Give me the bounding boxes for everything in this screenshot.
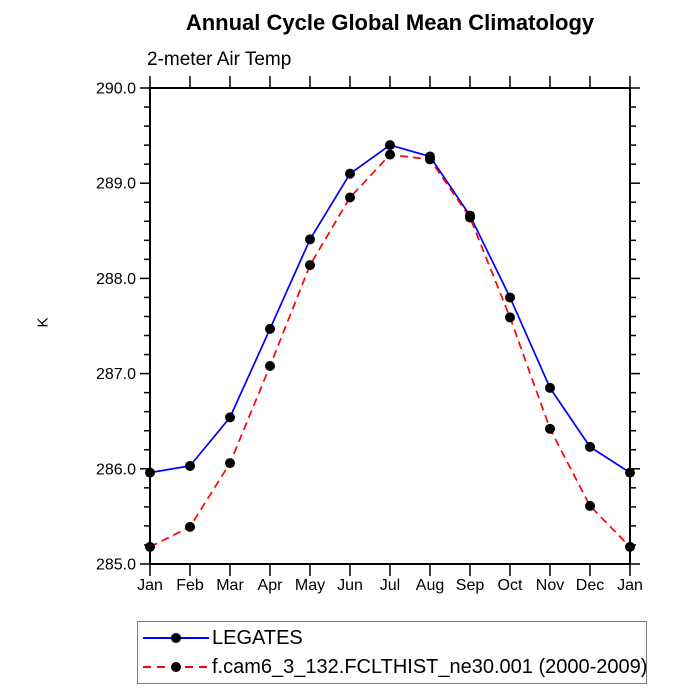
series-line-legates: [149, 144, 631, 474]
series-line-model: [149, 153, 631, 548]
x-tick-label: Jan: [137, 577, 163, 594]
legend: LEGATES f.cam6_3_132.FCLTHIST_ne30.001 (2…: [137, 621, 647, 684]
data-point: [265, 323, 275, 334]
y-tick-label: 287.0: [96, 366, 136, 383]
data-point: [145, 541, 155, 552]
marker-dot-icon: [171, 662, 181, 672]
data-point: [225, 458, 235, 469]
legend-label: LEGATES: [212, 626, 303, 649]
legend-swatch-legates: [143, 631, 209, 645]
legend-label: f.cam6_3_132.FCLTHIST_ne30.001 (2000-200…: [212, 655, 648, 678]
legend-item: f.cam6_3_132.FCLTHIST_ne30.001 (2000-200…: [138, 653, 648, 682]
x-tick-label: Aug: [416, 577, 444, 594]
data-point: [305, 234, 315, 245]
data-point: [585, 441, 595, 452]
x-tick-label: Jun: [337, 577, 363, 594]
data-point: [385, 149, 395, 160]
data-point: [145, 467, 155, 478]
x-tick-label: Sep: [456, 577, 485, 594]
data-point: [265, 360, 275, 371]
x-tick-label: Jan: [617, 577, 643, 594]
x-tick-label: Nov: [536, 577, 564, 594]
data-point: [505, 292, 515, 303]
data-point: [425, 154, 435, 165]
y-tick-label: 285.0: [96, 557, 136, 574]
x-tick-label: Feb: [176, 577, 204, 594]
y-tick-label: 290.0: [96, 81, 136, 98]
x-tick-label: Mar: [216, 577, 244, 594]
x-tick-label: Apr: [258, 577, 284, 594]
data-point: [345, 192, 355, 203]
chart-subtitle: 2-meter Air Temp: [147, 49, 292, 70]
data-point: [505, 312, 515, 323]
x-tick-label: Oct: [498, 577, 523, 594]
data-point: [385, 140, 395, 151]
data-point: [345, 168, 355, 179]
data-point: [545, 382, 555, 393]
data-point: [625, 467, 635, 478]
x-tick-label: Dec: [576, 577, 604, 594]
data-point: [185, 460, 195, 471]
chart-title: Annual Cycle Global Mean Climatology: [185, 10, 595, 35]
data-point: [305, 260, 315, 271]
marker-dot-icon: [171, 633, 181, 643]
plot-area: Jan Feb Mar Apr May Jun Jul Aug Sep Oct Nov Dec Jan2…: [96, 76, 643, 594]
y-tick-label: 288.0: [96, 271, 136, 288]
data-point: [585, 500, 595, 511]
data-point: [545, 423, 555, 434]
legend-item: LEGATES: [138, 624, 646, 653]
data-point: [465, 212, 475, 223]
y-tick-label: 289.0: [96, 176, 136, 193]
data-point: [185, 521, 195, 532]
data-point: [625, 541, 635, 552]
x-tick-label: Jul: [380, 577, 400, 594]
data-point: [225, 412, 235, 423]
x-tick-label: May: [295, 577, 325, 594]
y-tick-label: 286.0: [96, 461, 136, 478]
legend-swatch-model: [143, 660, 209, 674]
